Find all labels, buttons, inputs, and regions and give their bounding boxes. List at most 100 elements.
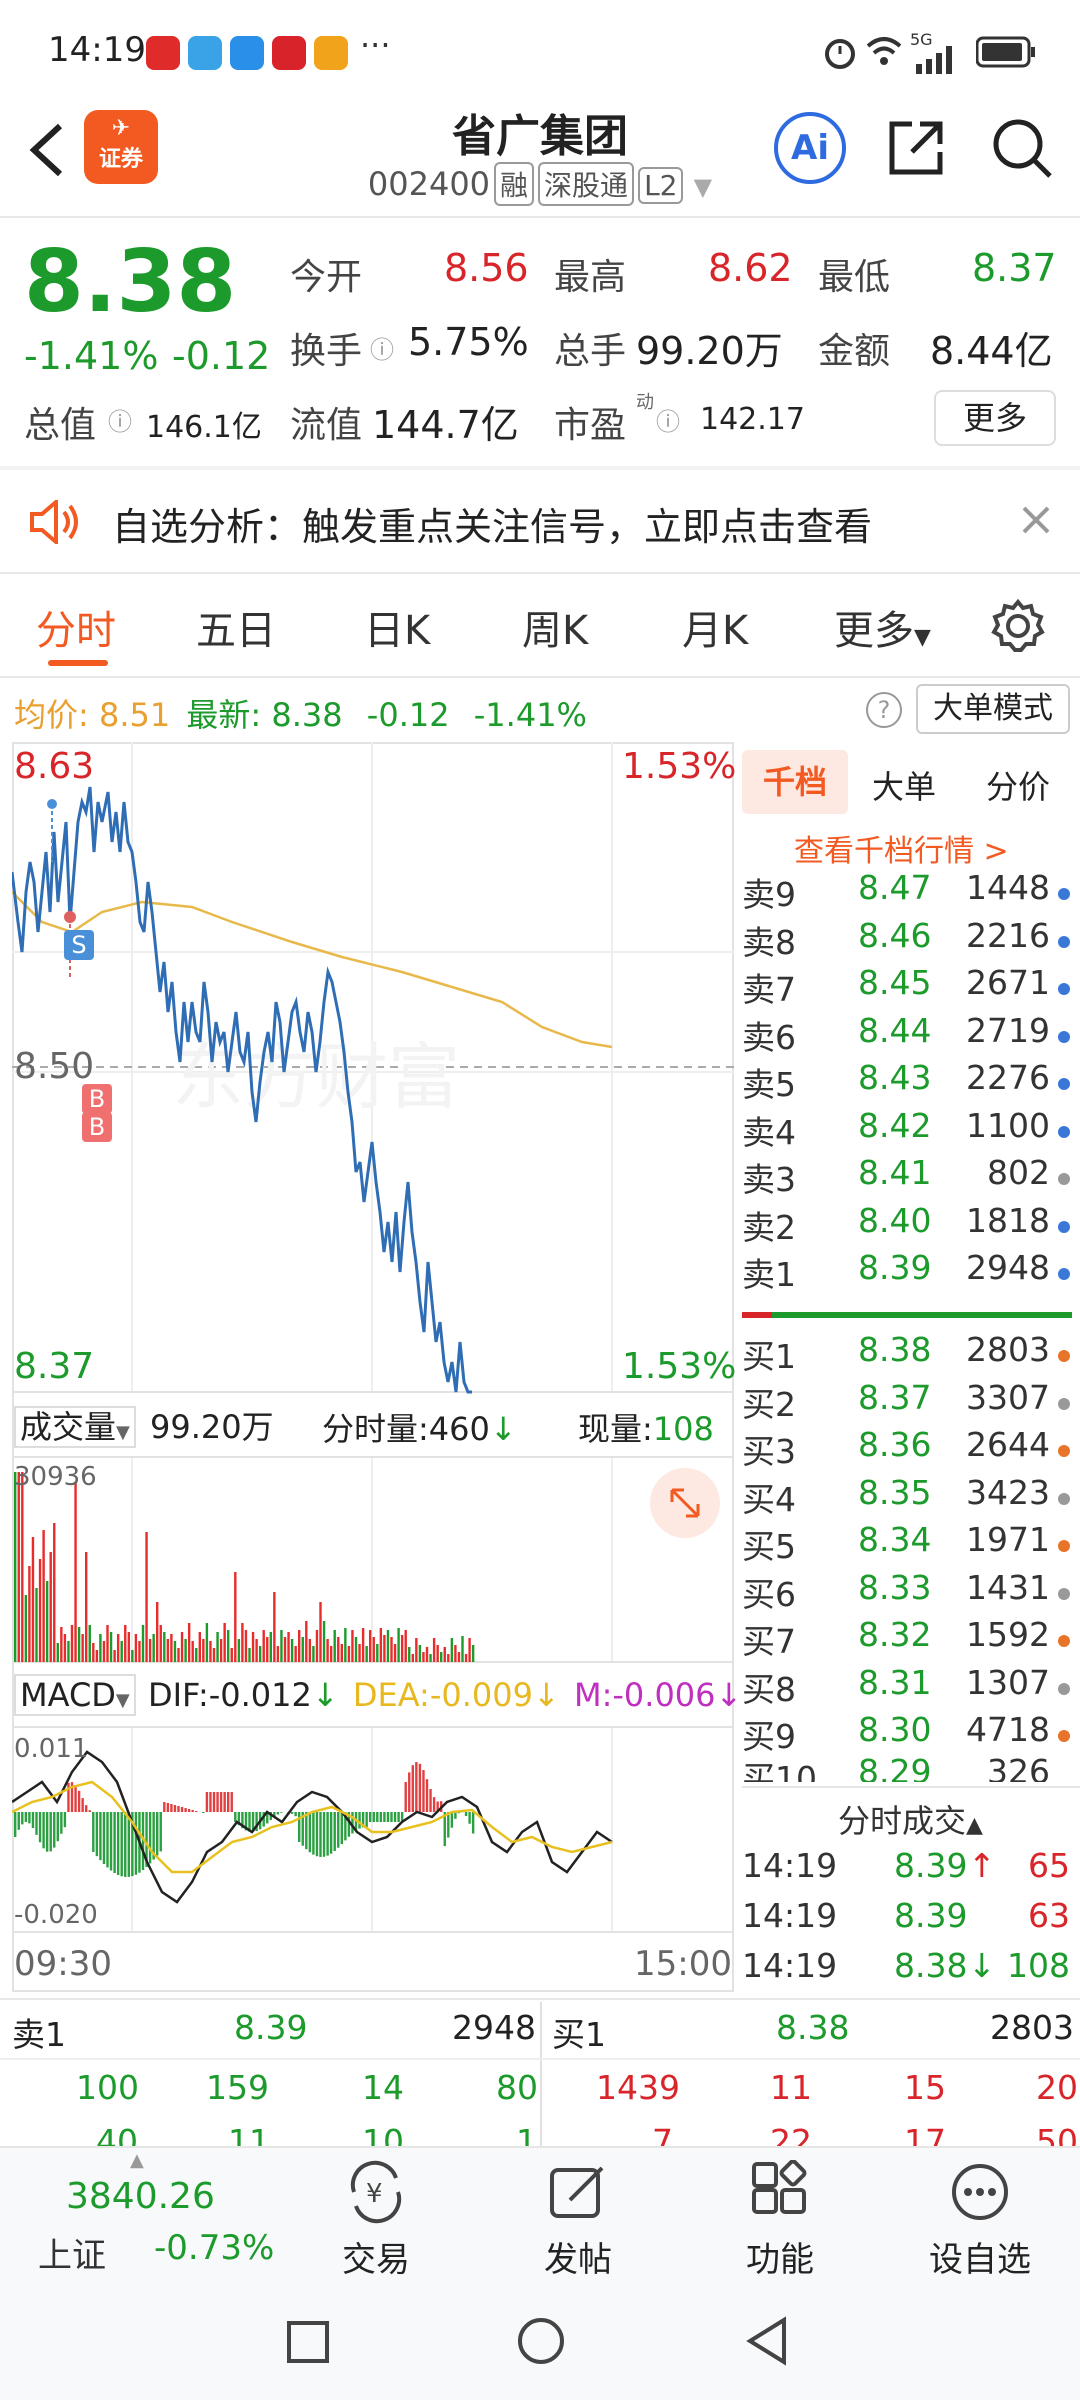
speaker-icon <box>30 500 78 544</box>
info-icon[interactable]: ⓘ <box>656 408 680 436</box>
back-icon[interactable] <box>24 120 68 180</box>
ask-price: 8.44 <box>858 1010 932 1050</box>
ask-row[interactable]: 卖7 8.45 2671 <box>742 963 1072 1011</box>
share-icon[interactable] <box>884 116 948 180</box>
more-dots-icon[interactable] <box>948 2160 1012 2224</box>
back-nav-icon[interactable] <box>744 2316 790 2366</box>
volume-bar <box>173 1641 177 1662</box>
tab-weekly-k[interactable]: 周K <box>522 608 589 654</box>
sell-marker[interactable]: S <box>64 930 94 960</box>
bid-row[interactable]: 买2 8.37 3307 <box>742 1378 1072 1426</box>
dropdown-icon: ▼ <box>116 1422 130 1443</box>
functions-grid-icon[interactable] <box>748 2160 812 2224</box>
ask-row[interactable]: 卖6 8.44 2719 <box>742 1011 1072 1059</box>
macd-dif-line <box>12 1750 613 1904</box>
index-widget[interactable]: 3840.26 <box>62 2176 215 2217</box>
ask-row[interactable]: 卖9 8.47 1448 <box>742 868 1072 916</box>
buy-marker[interactable]: B <box>82 1084 112 1114</box>
ai-button[interactable]: Ai <box>774 112 846 184</box>
volume-bar <box>333 1630 336 1662</box>
tab-thousand-level[interactable]: 千档 <box>742 750 848 814</box>
battery-icon <box>976 36 1035 68</box>
tab-daily-k[interactable]: 日K <box>364 608 431 654</box>
ask-row[interactable]: 卖8 8.46 2216 <box>742 916 1072 964</box>
bid-row[interactable]: 买1 8.38 2803 <box>742 1330 1072 1378</box>
big-order-mode-button[interactable]: 大单模式 <box>916 684 1070 734</box>
settings-gear-icon[interactable] <box>990 598 1046 654</box>
tab-five-day[interactable]: 五日 <box>196 608 276 654</box>
expand-button[interactable] <box>650 1468 720 1538</box>
ask-row[interactable]: 卖2 8.40 1818 <box>742 1201 1072 1249</box>
view-thousand-level-link[interactable]: 查看千档行情 > <box>794 834 1009 869</box>
stock-code-line[interactable]: 002400 融深股通 L2 ▼ <box>0 162 1080 206</box>
more-quote-button[interactable]: 更多 <box>934 390 1056 446</box>
ask-row[interactable]: 卖3 8.41 802 <box>742 1153 1072 1201</box>
tab-monthly-k[interactable]: 月K <box>682 608 749 654</box>
volume-bar <box>95 1650 99 1662</box>
volume-bar <box>457 1652 461 1662</box>
trade-yuan-icon[interactable]: ¥ <box>344 2160 408 2224</box>
bid-row[interactable]: 买9 8.30 4718 <box>742 1710 1072 1758</box>
bid-row[interactable]: 买7 8.32 1592 <box>742 1615 1072 1663</box>
nav-functions[interactable]: 功能 <box>746 2240 814 2280</box>
intraday-chart[interactable]: 东方财富 <box>12 742 734 1992</box>
nav-trade[interactable]: 交易 <box>342 2240 410 2280</box>
macd-bar <box>67 1782 70 1812</box>
macd-label: MACD <box>20 1676 116 1714</box>
search-icon[interactable] <box>990 116 1054 180</box>
bid-row[interactable]: 买3 8.36 2644 <box>742 1425 1072 1473</box>
macd-bar <box>468 1812 471 1824</box>
volume-max: 30936 <box>14 1462 97 1492</box>
macd-bottom: -0.020 <box>14 1900 98 1930</box>
buy-marker[interactable]: B <box>82 1112 112 1142</box>
ask-row[interactable]: 卖1 8.39 2948 <box>742 1248 1072 1296</box>
help-icon[interactable]: ? <box>866 692 902 728</box>
post-edit-icon[interactable] <box>546 2160 610 2224</box>
home-icon[interactable] <box>516 2316 566 2366</box>
macd-bar <box>77 1790 81 1812</box>
volume-bar <box>322 1621 326 1662</box>
info-icon[interactable]: ⓘ <box>370 336 394 364</box>
ask-level-label: 卖1 <box>742 1255 796 1294</box>
tab-price-distribution[interactable]: 分价 <box>986 768 1051 806</box>
recent-apps-icon[interactable] <box>286 2320 330 2364</box>
tab-big-order[interactable]: 大单 <box>872 768 937 806</box>
macd-bar <box>219 1792 223 1812</box>
bid-row[interactable]: 买4 8.35 3423 <box>742 1473 1072 1521</box>
turnover-value: 5.75% <box>408 320 529 364</box>
volume-bar <box>273 1592 276 1662</box>
nav-post[interactable]: 发帖 <box>544 2240 612 2280</box>
trades-header[interactable]: 分时成交▲ <box>838 1796 983 1842</box>
bid-row[interactable]: 买6 8.33 1431 <box>742 1568 1072 1616</box>
macd-bar <box>361 1812 365 1828</box>
volume-selector[interactable]: 成交量▼ <box>14 1406 136 1448</box>
tab-intraday[interactable]: 分时 <box>36 608 116 654</box>
ask-row[interactable]: 卖5 8.43 2276 <box>742 1058 1072 1106</box>
app-icon <box>314 36 348 70</box>
info-icon[interactable]: ⓘ <box>108 408 132 436</box>
macd-bar <box>344 1812 347 1841</box>
index-pct: -0.73% <box>154 2228 275 2268</box>
macd-bar <box>340 1812 343 1845</box>
trade-row: 14:19 8.38 ↓ 108 <box>742 1946 1072 1994</box>
bid-row[interactable]: 买5 8.34 1971 <box>742 1520 1072 1568</box>
signal-banner[interactable]: 自选分析：触发重点关注信号，立即点击查看 <box>0 470 1080 570</box>
macd-bar <box>81 1798 84 1812</box>
bid-row[interactable]: 买8 8.31 1307 <box>742 1663 1072 1711</box>
macd-selector[interactable]: MACD▼ <box>14 1674 136 1716</box>
cloud-icon <box>230 36 264 70</box>
volume-bar <box>187 1623 191 1662</box>
bid-row-clipped[interactable]: 买10 8.29 326 <box>742 1758 1072 1782</box>
ask-level-label: 卖3 <box>742 1160 796 1199</box>
tab-more[interactable]: 更多▼ <box>834 598 931 656</box>
volume-bar <box>404 1630 407 1662</box>
last-change: -0.12 <box>366 696 450 734</box>
close-icon[interactable] <box>1020 504 1052 536</box>
amount-label: 金额 <box>818 331 891 372</box>
nav-add-watchlist[interactable]: 设自选 <box>929 2240 1031 2280</box>
bid-volume: 4718 <box>966 1710 1050 1749</box>
volume-bar <box>191 1641 194 1662</box>
status-bar: 14:19 ··· 5G <box>0 0 1080 96</box>
ask-row[interactable]: 卖4 8.42 1100 <box>742 1106 1072 1154</box>
macd-bar <box>418 1763 422 1812</box>
